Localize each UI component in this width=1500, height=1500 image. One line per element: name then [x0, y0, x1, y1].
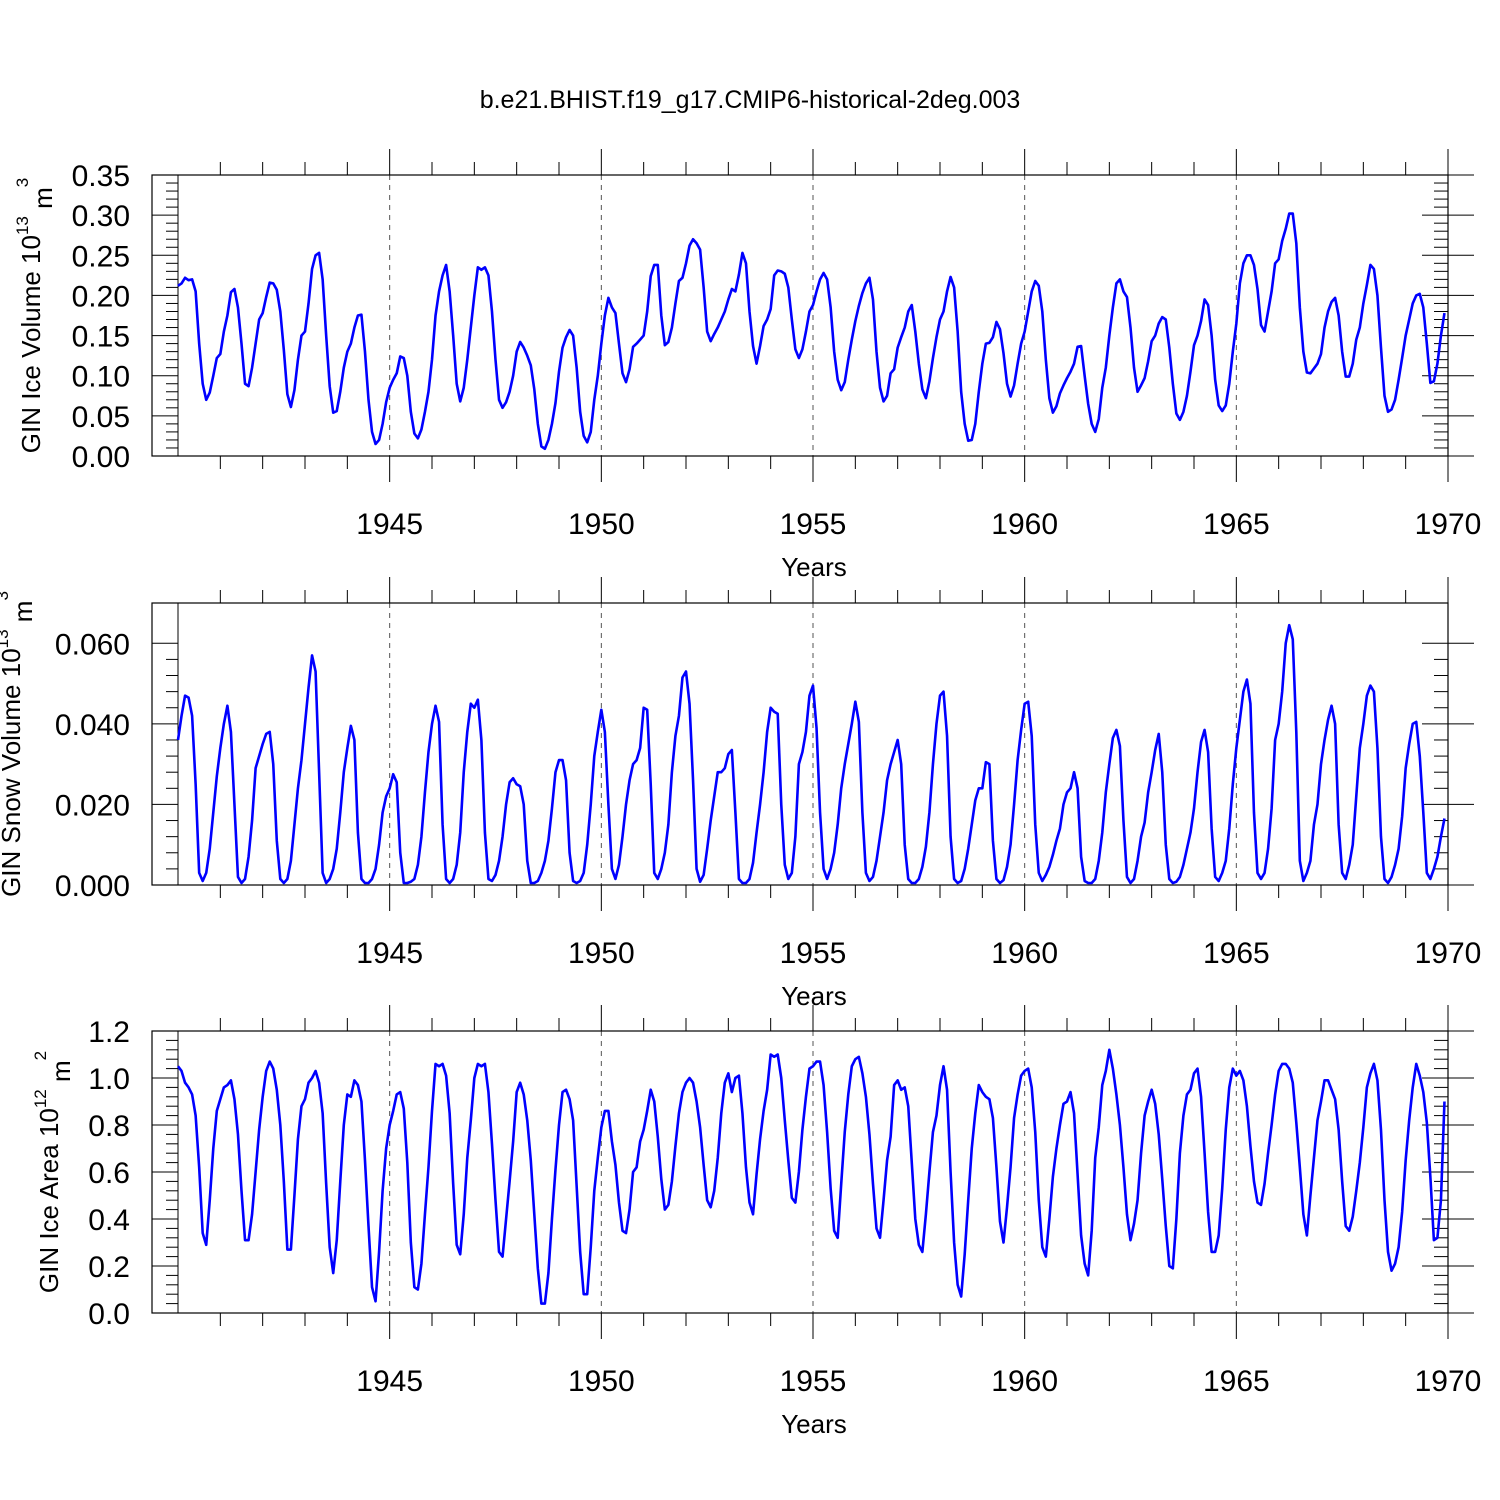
- figure-title: b.e21.BHIST.f19_g17.CMIP6-historical-2de…: [480, 86, 1021, 114]
- ice-area-y-axis-label-ylabel-unit: m: [46, 1060, 76, 1089]
- ice-area-x-tick-label: 1970: [1415, 1365, 1482, 1398]
- ice-volume-y-axis-label: GIN Ice Volume 1013 m3: [13, 178, 58, 454]
- snow-volume-x-tick-label: 1960: [991, 937, 1058, 970]
- ice-area-y-axis-label: GIN Ice Area 1012 m2: [31, 1051, 76, 1293]
- ice-area-y-axis-label-ylabel-unit-exp: 2: [31, 1051, 50, 1060]
- ice-volume-y-tick-label: 0.20: [72, 280, 130, 313]
- snow-volume-y-axis-label-ylabel: GIN Snow Volume 10: [0, 648, 26, 897]
- ice-volume-y-tick-label: 0.05: [72, 401, 130, 434]
- ice-area-x-tick-label: 1960: [991, 1365, 1058, 1398]
- ice-area-y-axis-label-ylabel-exp: 12: [31, 1089, 50, 1108]
- ice-area-x-tick-label: 1950: [568, 1365, 635, 1398]
- ice-volume-x-tick-label: 1945: [356, 508, 423, 541]
- snow-volume-x-tick-label: 1955: [780, 937, 847, 970]
- snow-volume-y-axis-label-ylabel-unit: m: [8, 601, 38, 630]
- snow-volume-x-axis-label: Years: [781, 981, 847, 1011]
- ice-area-x-axis-label: Years: [781, 1409, 847, 1439]
- ice-volume-frame: [151, 174, 1449, 457]
- ice-area-series-line: [176, 1048, 1446, 1305]
- ice-area-x-tick-label: 1955: [780, 1365, 847, 1398]
- ice-area-y-tick-label: 0.6: [88, 1157, 130, 1190]
- panel-ice-area: 0.0 0.2 0.4 0.6 0.8 1.0 1.2 1945 1950 1955 1960 196…: [31, 1005, 1481, 1439]
- ice-volume-x-tick-label: 1970: [1415, 508, 1482, 541]
- ice-volume-y-axis-label-ylabel-unit: m: [28, 187, 58, 216]
- ice-area-y-axis-label-ylabel: GIN Ice Area 10: [34, 1108, 64, 1293]
- ice-area-y-tick-label: 0.4: [88, 1204, 130, 1237]
- ice-area-x-tick-label: 1945: [356, 1365, 423, 1398]
- ice-volume-y-tick-label: 0.35: [72, 160, 130, 193]
- ice-volume-y-tick-label: 0.25: [72, 240, 130, 273]
- snow-volume-y-tick-label: 0.060: [55, 628, 130, 661]
- ice-volume-y-axis-label-ylabel-unit-exp: 3: [13, 178, 32, 187]
- ice-volume-x-tick-label: 1955: [780, 508, 847, 541]
- ice-volume-x-axis-label: Years: [781, 552, 847, 582]
- ice-volume-y-axis-label-ylabel: GIN Ice Volume 10: [16, 235, 46, 453]
- ice-volume-series-line: [177, 212, 1446, 451]
- panel-snow-volume: 0.000 0.020 0.040 0.060 1945 1950 1955 1960 1965…: [0, 577, 1481, 1011]
- snow-volume-y-tick-label: 0.020: [55, 789, 130, 822]
- ice-volume-y-tick-label: 0.10: [72, 361, 130, 394]
- ice-volume-x-tick-label: 1960: [991, 508, 1058, 541]
- snow-volume-y-tick-label: 0.040: [55, 709, 130, 742]
- ice-volume-y-tick-label: 0.00: [72, 441, 130, 474]
- snow-volume-y-axis-label-ylabel-exp: 13: [0, 629, 12, 648]
- ice-volume-y-tick-label: 0.30: [72, 200, 130, 233]
- snow-volume-y-axis-label: GIN Snow Volume 1013 m3: [0, 591, 38, 897]
- snow-volume-x-tick-label: 1970: [1415, 937, 1482, 970]
- snow-volume-x-tick-label: 1945: [356, 937, 423, 970]
- ice-area-y-tick-label: 0.8: [88, 1110, 130, 1143]
- ice-volume-y-axis-label-ylabel-exp: 13: [13, 216, 32, 235]
- panel-ice-volume: 0.00 0.05 0.10 0.15 0.20 0.25 0.30 0.35 1945 1950…: [13, 149, 1481, 582]
- snow-volume-frame: [151, 602, 1449, 886]
- snow-volume-x-tick-label: 1950: [568, 937, 635, 970]
- ice-area-y-tick-label: 0.2: [88, 1251, 130, 1284]
- snow-volume-y-tick-label: 0.000: [55, 870, 130, 903]
- ice-volume-x-tick-label: 1950: [568, 508, 635, 541]
- snow-volume-y-axis-label-ylabel-unit-exp: 3: [0, 591, 12, 600]
- snow-volume-x-tick-label: 1965: [1203, 937, 1270, 970]
- ice-area-x-tick-label: 1965: [1203, 1365, 1270, 1398]
- ice-area-y-tick-label: 1.0: [88, 1063, 130, 1096]
- ice-area-y-tick-label: 1.2: [88, 1016, 130, 1049]
- snow-volume-series-line: [176, 623, 1446, 885]
- ice-volume-y-tick-label: 0.15: [72, 321, 130, 354]
- ice-area-y-tick-label: 0.0: [88, 1298, 130, 1331]
- ice-volume-x-tick-label: 1965: [1203, 508, 1270, 541]
